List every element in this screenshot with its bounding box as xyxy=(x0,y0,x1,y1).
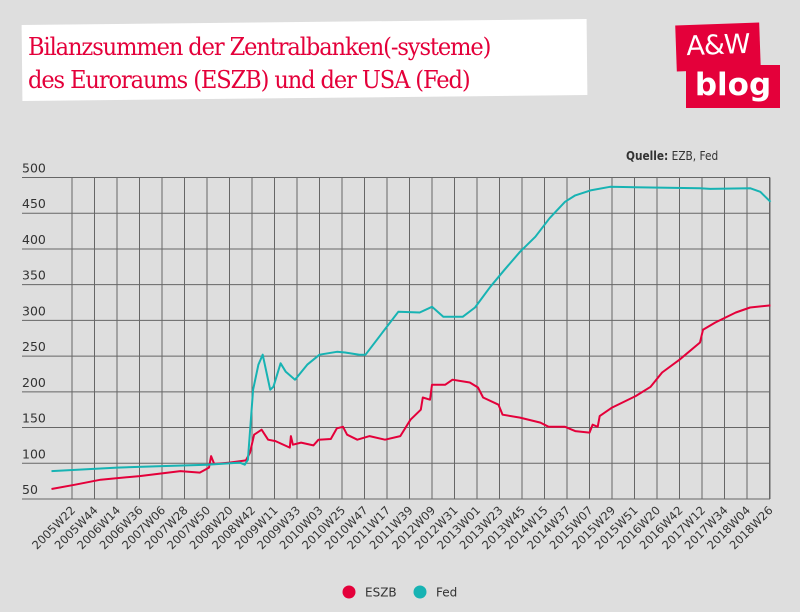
y-tick-label: 100 xyxy=(22,446,46,461)
title-line-1: Bilanzsummen der Zentralbanken(-systeme) xyxy=(28,32,491,61)
y-tick-label: 50 xyxy=(22,482,38,497)
y-tick-label: 150 xyxy=(22,411,46,426)
title-line-2: des Euroraums (ESZB) und der USA (Fed) xyxy=(28,65,471,94)
legend-label-fed: Fed xyxy=(436,586,457,600)
y-tick-label: 350 xyxy=(22,268,46,283)
series-line-eszb xyxy=(51,304,771,490)
legend-label-eszb: ESZB xyxy=(365,586,397,600)
y-tick-label: 250 xyxy=(22,339,46,354)
legend-marker-eszb xyxy=(342,585,356,599)
source-value: EZB, Fed xyxy=(671,149,719,163)
y-tick-label: 400 xyxy=(22,232,46,247)
logo-blog: blog xyxy=(686,65,780,108)
y-tick-label: 200 xyxy=(22,375,46,390)
source-note: Quelle: EZB, Fed xyxy=(626,149,718,163)
source-label: Quelle: xyxy=(626,149,669,163)
y-tick-label: 300 xyxy=(22,303,46,318)
y-tick-label: 500 xyxy=(22,161,46,176)
y-tick-label: 450 xyxy=(22,196,46,211)
legend-marker-fed xyxy=(413,585,427,599)
series-line-fed xyxy=(51,185,772,473)
chart-title: Bilanzsummen der Zentralbanken(-systeme)… xyxy=(28,30,491,96)
